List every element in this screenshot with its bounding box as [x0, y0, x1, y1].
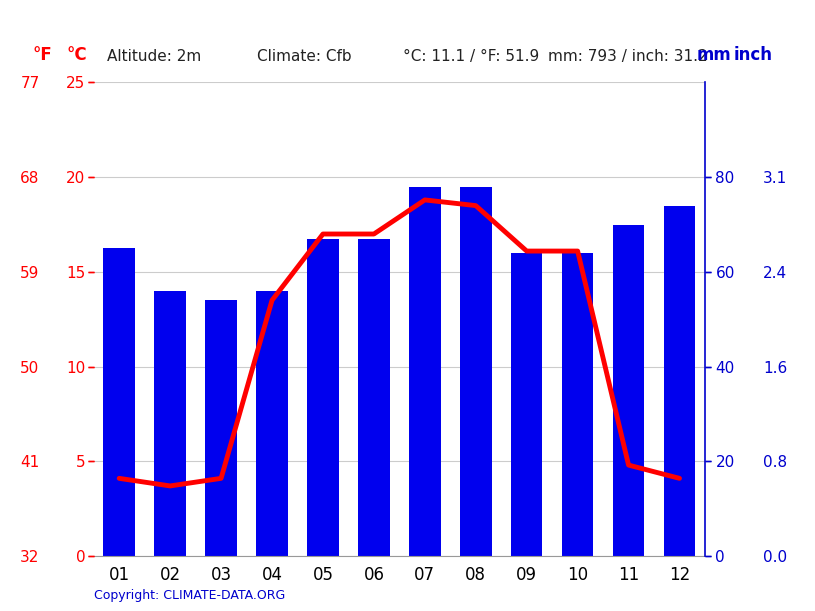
Text: inch: inch: [734, 46, 773, 64]
Bar: [663, 205, 695, 556]
Text: °C: 11.1 / °F: 51.9: °C: 11.1 / °F: 51.9: [403, 49, 540, 64]
Bar: [256, 291, 288, 556]
Text: Climate: Cfb: Climate: Cfb: [257, 49, 351, 64]
Bar: [154, 291, 186, 556]
Bar: [613, 225, 645, 556]
Bar: [562, 253, 593, 556]
Bar: [307, 239, 339, 556]
Text: °C: °C: [67, 46, 87, 64]
Text: °F: °F: [33, 46, 52, 64]
Text: mm: 793 / inch: 31.2: mm: 793 / inch: 31.2: [548, 49, 707, 64]
Bar: [409, 187, 441, 556]
Text: mm: mm: [697, 46, 732, 64]
Bar: [511, 253, 543, 556]
Bar: [358, 239, 390, 556]
Bar: [460, 187, 491, 556]
Bar: [104, 248, 135, 556]
Text: Altitude: 2m: Altitude: 2m: [107, 49, 201, 64]
Text: Copyright: CLIMATE-DATA.ORG: Copyright: CLIMATE-DATA.ORG: [94, 589, 285, 602]
Bar: [205, 301, 237, 556]
